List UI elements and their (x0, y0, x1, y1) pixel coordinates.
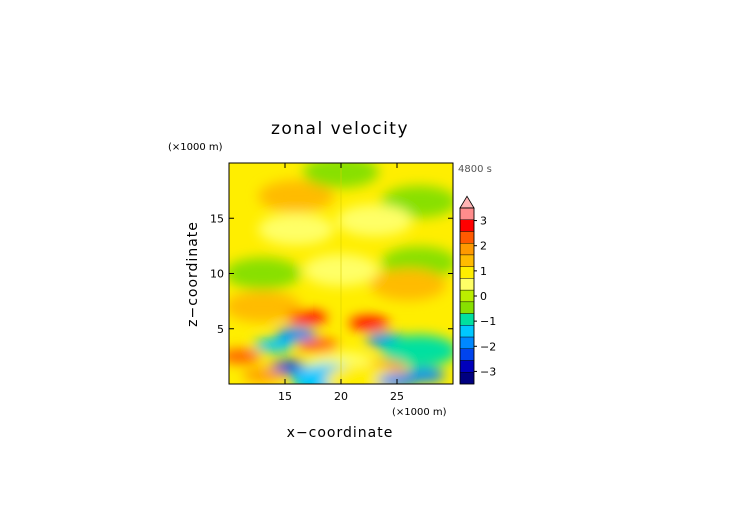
y-axis: 5 10 15 (210, 212, 453, 336)
colorbar-tick-label: 1 (480, 265, 487, 278)
colorbar-swatch (459, 278, 475, 291)
colorbar-swatch (459, 360, 475, 373)
time-label: 4800 s (458, 164, 492, 175)
field-feature (287, 310, 328, 325)
y-tick-label: 5 (217, 323, 224, 336)
colorbar-swatch (459, 325, 475, 338)
field-feature (381, 334, 453, 367)
colorbar-swatch (459, 266, 475, 279)
field-feature (336, 204, 413, 237)
field-feature (349, 316, 389, 331)
x-unit-label: (×1000 m) (392, 407, 447, 418)
field-feature (258, 180, 335, 213)
colorbar-swatch (459, 289, 475, 303)
plot-area (229, 163, 453, 384)
colorbar-tick-label: 2 (480, 240, 487, 253)
y-unit-label: (×1000 m) (168, 142, 223, 153)
colorbar-swatch (459, 219, 475, 232)
field-feature (370, 268, 447, 301)
colorbar-swatch (459, 207, 475, 220)
colorbar-swatch (459, 242, 475, 256)
y-tick-label: 10 (210, 268, 224, 281)
colorbar-swatch (459, 372, 475, 385)
contour-fields (229, 163, 453, 384)
x-tick-label: 25 (390, 390, 404, 403)
colorbar-swatch (459, 336, 475, 350)
colorbar-swatch (459, 301, 475, 314)
x-axis-label: x−coordinate (287, 425, 394, 441)
colorbar-swatch (459, 313, 475, 326)
field-feature (377, 373, 417, 384)
field-feature (229, 349, 261, 364)
colorbar-tick-label: −1 (480, 315, 496, 328)
colorbar-tick-label: 0 (480, 290, 487, 303)
colorbar-tick-label: −2 (480, 340, 496, 353)
colorbar-swatch (459, 231, 475, 244)
field-feature (229, 290, 301, 323)
colorbar-extend (459, 195, 475, 209)
chart-title: zonal velocity (271, 119, 409, 139)
colorbar-swatch (459, 348, 475, 361)
y-tick-label: 15 (210, 212, 224, 225)
field-feature (258, 213, 335, 246)
colorbar-swatch (459, 254, 475, 267)
field-feature (253, 338, 294, 353)
x-tick-label: 15 (278, 390, 292, 403)
colorbar: 3 2 1 0 −1 −2 −3 (459, 195, 496, 385)
field-feature (276, 327, 317, 342)
x-axis: 15 20 25 (278, 163, 404, 403)
x-tick-label: 20 (334, 390, 348, 403)
colorbar-tick-label: 3 (480, 215, 487, 228)
colorbar-tick-label: −3 (480, 365, 496, 378)
y-axis-label: z−coordinate (185, 221, 201, 327)
field-feature (298, 338, 339, 353)
field-feature (242, 368, 283, 383)
field-feature (229, 257, 301, 290)
